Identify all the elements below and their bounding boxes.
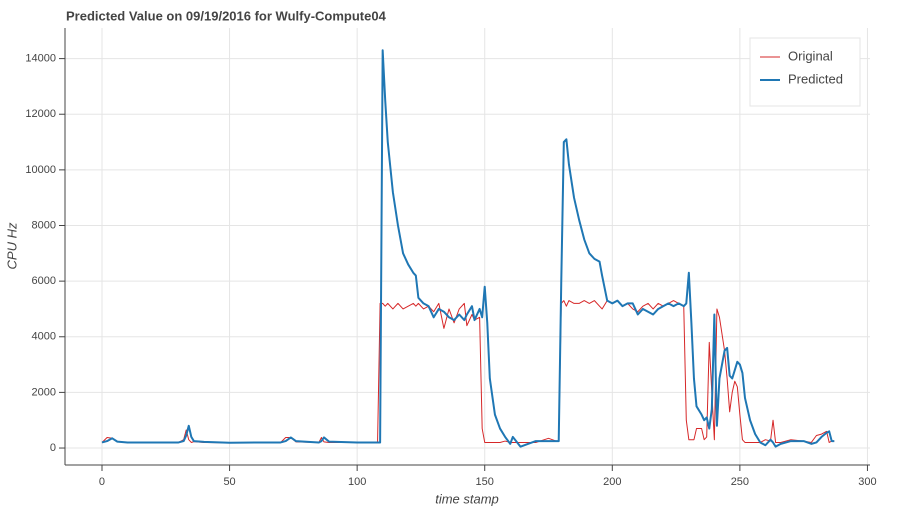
y-tick-label: 8000: [32, 219, 56, 231]
legend-label: Predicted: [788, 71, 843, 86]
y-tick-label: 0: [50, 442, 56, 454]
x-axis-label: time stamp: [435, 491, 499, 506]
y-axis-label: CPU Hz: [4, 222, 19, 269]
y-tick-label: 14000: [25, 53, 56, 65]
x-tick-label: 250: [731, 476, 749, 488]
x-tick-label: 50: [223, 476, 235, 488]
x-tick-label: 0: [99, 476, 105, 488]
series-line: [101, 49, 835, 448]
y-tick-label: 4000: [32, 331, 56, 343]
y-tick-label: 12000: [25, 108, 56, 120]
y-tick-label: 10000: [25, 164, 56, 176]
y-tick-label: 6000: [32, 275, 56, 287]
legend-label: Original: [788, 48, 833, 63]
x-tick-label: 300: [858, 476, 876, 488]
x-tick-label: 150: [476, 476, 494, 488]
x-tick-label: 200: [603, 476, 621, 488]
legend: Original Predicted: [749, 37, 861, 107]
series-line: [101, 300, 835, 444]
x-tick-label: 100: [348, 476, 366, 488]
chart-title: Predicted Value on 09/19/2016 for Wulfy-…: [66, 8, 387, 23]
legend-box: [749, 37, 861, 107]
y-tick-label: 2000: [32, 386, 56, 398]
